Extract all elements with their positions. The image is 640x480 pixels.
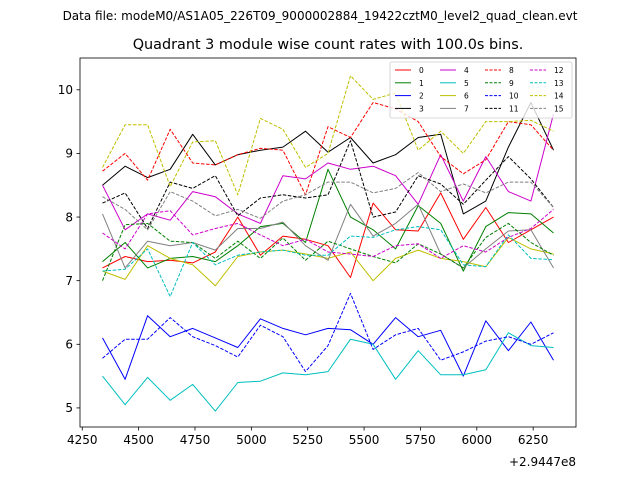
x-tick-label: 5000 bbox=[236, 433, 267, 447]
x-tick-label: 6250 bbox=[518, 433, 549, 447]
y-tick-label: 7 bbox=[65, 274, 73, 288]
series-line-12 bbox=[102, 209, 554, 259]
legend-label-5: 5 bbox=[464, 79, 469, 88]
series-line-8 bbox=[102, 102, 554, 196]
y-tick-label: 6 bbox=[65, 338, 73, 352]
series-line-15 bbox=[102, 172, 554, 231]
legend-label-12: 12 bbox=[554, 66, 564, 75]
plot-frame bbox=[79, 57, 577, 428]
series-line-7 bbox=[102, 203, 554, 269]
series-line-9 bbox=[102, 222, 554, 281]
series-line-10 bbox=[102, 292, 554, 373]
y-tick-label: 10 bbox=[58, 83, 73, 97]
x-tick-label: 4250 bbox=[67, 433, 98, 447]
legend-label-13: 13 bbox=[554, 79, 564, 88]
series-line-6 bbox=[102, 236, 554, 287]
chart-suptitle: Data file: modeM0/AS1A05_226T09_90000028… bbox=[63, 9, 578, 23]
legend-label-10: 10 bbox=[509, 92, 519, 101]
series-line-2 bbox=[102, 315, 554, 380]
y-tick-label: 8 bbox=[65, 210, 73, 224]
legend-label-9: 9 bbox=[509, 79, 514, 88]
legend-label-8: 8 bbox=[509, 66, 514, 75]
legend-label-15: 15 bbox=[554, 104, 564, 113]
x-tick-label: 6000 bbox=[462, 433, 493, 447]
legend-label-0: 0 bbox=[419, 66, 424, 75]
legend-box bbox=[389, 61, 573, 119]
series-line-0 bbox=[102, 192, 554, 278]
series-line-14 bbox=[102, 75, 554, 196]
axes-layer: 4250 4500 4750 5000 5250 5500 5750 6000 6250 5 6 7 8… bbox=[58, 83, 549, 447]
x-tick-label: 5250 bbox=[292, 433, 323, 447]
chart-title: Quadrant 3 module wise count rates with … bbox=[133, 37, 524, 53]
legend-label-2: 2 bbox=[419, 92, 424, 101]
series-line-13 bbox=[102, 226, 554, 298]
series-line-1 bbox=[102, 168, 554, 272]
series-line-5 bbox=[102, 332, 554, 412]
series-line-4 bbox=[102, 113, 554, 231]
series-layer bbox=[102, 75, 554, 412]
x-tick-label: 4750 bbox=[180, 433, 211, 447]
legend-label-4: 4 bbox=[464, 66, 469, 75]
x-tick-label: 4500 bbox=[123, 433, 154, 447]
legend-label-7: 7 bbox=[464, 104, 469, 113]
x-tick-label: 5500 bbox=[349, 433, 380, 447]
x-offset-label: +2.9447e8 bbox=[509, 455, 576, 469]
legend-label-11: 11 bbox=[509, 104, 519, 113]
legend-label-1: 1 bbox=[419, 79, 424, 88]
y-tick-label: 5 bbox=[65, 401, 73, 415]
y-tick-label: 9 bbox=[65, 147, 73, 161]
x-tick-label: 5750 bbox=[405, 433, 436, 447]
legend-label-14: 14 bbox=[554, 92, 564, 101]
legend-label-3: 3 bbox=[419, 104, 424, 113]
legend-label-6: 6 bbox=[464, 92, 469, 101]
